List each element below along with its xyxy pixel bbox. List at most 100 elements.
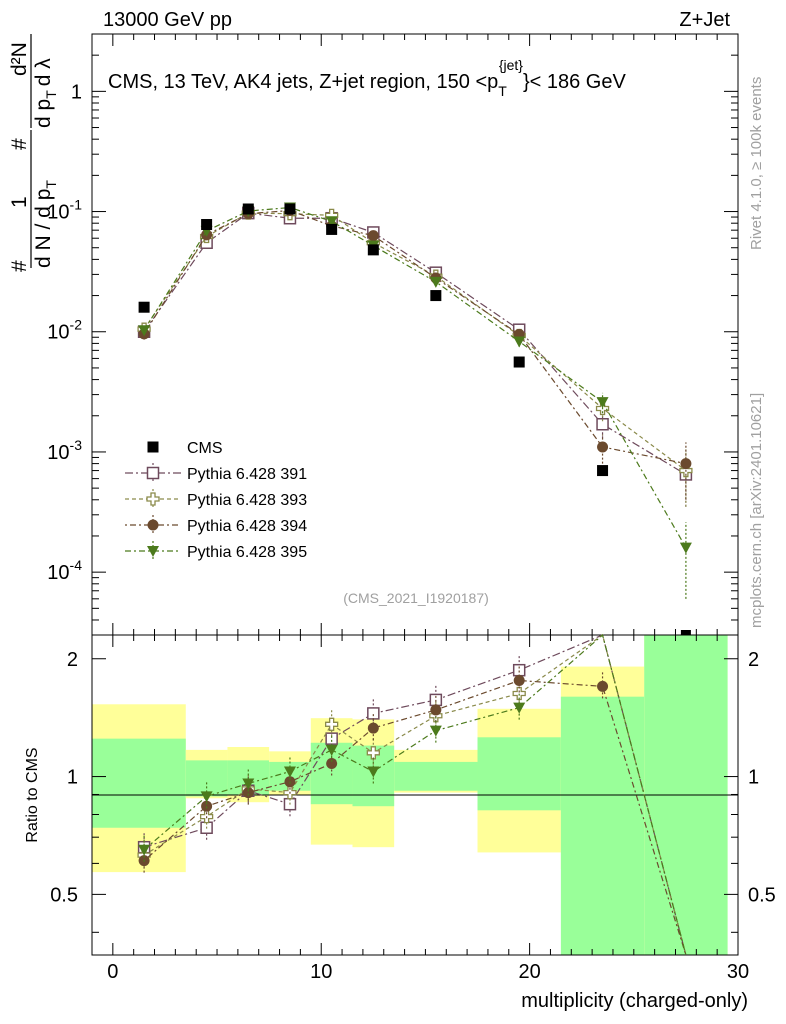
plot-title: CMS, 13 TeV, AK4 jets, Z+jet region, 150… bbox=[108, 57, 626, 99]
marker bbox=[680, 458, 692, 470]
y-tick-label-top: 10-1 bbox=[47, 197, 82, 224]
ratio-marker bbox=[367, 766, 380, 778]
legend-label: Pythia 6.428 395 bbox=[187, 544, 307, 561]
ratio-marker bbox=[367, 707, 380, 720]
cms-point bbox=[367, 244, 379, 256]
header-left: 13000 GeV pp bbox=[103, 9, 232, 31]
legend-marker bbox=[146, 492, 160, 506]
series-s395 bbox=[138, 202, 692, 599]
ratio-marker bbox=[512, 686, 526, 701]
x-tick-label: 20 bbox=[518, 961, 540, 983]
ylabel-d2n: d²N bbox=[8, 42, 31, 76]
ratio-tick-label-right: 1 bbox=[748, 767, 759, 789]
plot-title-sub: T bbox=[498, 83, 507, 99]
top-y-label: # 1 d N / d pT # d²N d pTd λ bbox=[8, 34, 59, 272]
cms-point bbox=[326, 223, 338, 235]
plot-title-sup: {jet} bbox=[499, 57, 523, 73]
ratio-marker bbox=[597, 680, 609, 692]
ratio-marker bbox=[138, 844, 151, 856]
ratio-y-label: Ratio to CMS bbox=[24, 747, 41, 842]
ratio-y-axis: 0.5 0.5 1 1 2 2 bbox=[50, 649, 776, 933]
series-line bbox=[143, 206, 687, 548]
cms-point bbox=[201, 219, 213, 231]
plot-title-main: CMS, 13 TeV, AK4 jets, Z+jet region, 150… bbox=[108, 71, 498, 93]
ratio-line bbox=[143, 634, 687, 956]
legend-label: CMS bbox=[187, 440, 223, 457]
cms-point bbox=[680, 630, 691, 635]
ylabel-hash-a: # bbox=[8, 260, 31, 272]
ratio-tick-label-right: 2 bbox=[748, 649, 759, 671]
legend: CMS Pythia 6.428 391 Pythia 6.428 393 Pythi… bbox=[125, 440, 307, 561]
cms-point bbox=[138, 301, 150, 313]
ratio-marker bbox=[513, 674, 525, 686]
series-line bbox=[143, 212, 687, 475]
x-axis-ticks: 0 10 20 30 bbox=[91, 34, 749, 983]
ratio-marker bbox=[430, 704, 442, 716]
ratio-line bbox=[143, 634, 687, 956]
y-tick-label-top: 10-2 bbox=[47, 317, 82, 344]
top-y-axis: 10-4 10-3 10-2 10-1 1 bbox=[47, 33, 738, 636]
ylabel-dn: d N / d pT bbox=[32, 180, 59, 268]
marker bbox=[367, 230, 379, 242]
legend-label: Pythia 6.428 394 bbox=[187, 518, 307, 535]
ratio-marker bbox=[326, 757, 338, 769]
series-line bbox=[143, 212, 687, 472]
y-tick-label-top: 10-4 bbox=[47, 557, 82, 584]
marker bbox=[597, 441, 609, 453]
marker bbox=[138, 325, 151, 337]
x-tick-label: 10 bbox=[310, 961, 332, 983]
ratio-tick-label-left: 2 bbox=[67, 649, 78, 671]
ratio-marker bbox=[324, 717, 339, 731]
ratio-marker bbox=[242, 778, 255, 790]
data-series bbox=[137, 202, 693, 956]
x-tick-label: 30 bbox=[727, 961, 749, 983]
header-right: Z+Jet bbox=[679, 9, 730, 31]
x-axis-label: multiplicity (charged-only) bbox=[521, 990, 748, 1012]
series-cms bbox=[138, 203, 691, 635]
ratio-marker bbox=[242, 787, 254, 799]
band-inner-7 bbox=[477, 737, 561, 811]
legend-marker bbox=[147, 519, 159, 531]
marker bbox=[596, 397, 609, 409]
cms-point bbox=[597, 465, 609, 477]
marker bbox=[429, 276, 442, 288]
ratio-marker bbox=[283, 766, 296, 778]
series-line bbox=[143, 209, 687, 465]
cms-point bbox=[513, 356, 525, 368]
legend-label: Pythia 6.428 393 bbox=[187, 492, 307, 509]
legend-label: Pythia 6.428 391 bbox=[187, 466, 307, 483]
analysis-id: (CMS_2021_I1920187) bbox=[343, 590, 489, 606]
ratio-marker bbox=[513, 702, 526, 714]
ratio-marker bbox=[367, 722, 379, 734]
ratio-marker bbox=[201, 800, 213, 812]
ratio-tick-label-left: 1 bbox=[67, 767, 78, 789]
cms-point bbox=[430, 290, 442, 302]
ratio-marker bbox=[512, 663, 526, 677]
ratio-marker bbox=[200, 791, 213, 803]
marker bbox=[513, 336, 526, 348]
x-tick-label: 0 bbox=[107, 961, 118, 983]
ylabel-one: 1 bbox=[8, 196, 31, 208]
mcplots-text: mcplots.cern.ch [arXiv:2401.10621] bbox=[748, 393, 765, 628]
plot-title-tail: }< 186 GeV bbox=[523, 71, 627, 93]
marker bbox=[596, 418, 609, 431]
ylabel-hash-b: # bbox=[8, 138, 31, 150]
ylabel-dpt: d pTd λ bbox=[32, 58, 59, 128]
legend-marker-cms bbox=[147, 441, 159, 453]
ratio-line bbox=[143, 633, 687, 956]
ratio-series-s395 bbox=[138, 633, 687, 956]
ratio-tick-label-left: 0.5 bbox=[50, 884, 78, 906]
cms-point bbox=[242, 203, 254, 215]
cms-point bbox=[284, 203, 296, 215]
series-s393 bbox=[137, 206, 693, 507]
y-tick-label-top: 10-3 bbox=[47, 437, 82, 464]
rivet-version-text: Rivet 4.1.0, ≥ 100k events bbox=[748, 77, 765, 250]
legend-marker bbox=[146, 466, 160, 480]
ratio-marker bbox=[325, 744, 338, 756]
marker bbox=[325, 216, 338, 228]
ratio-marker bbox=[366, 746, 380, 760]
y-tick-label-top: 1 bbox=[71, 81, 82, 103]
band-inner-1 bbox=[185, 760, 228, 797]
ratio-line bbox=[143, 679, 687, 956]
